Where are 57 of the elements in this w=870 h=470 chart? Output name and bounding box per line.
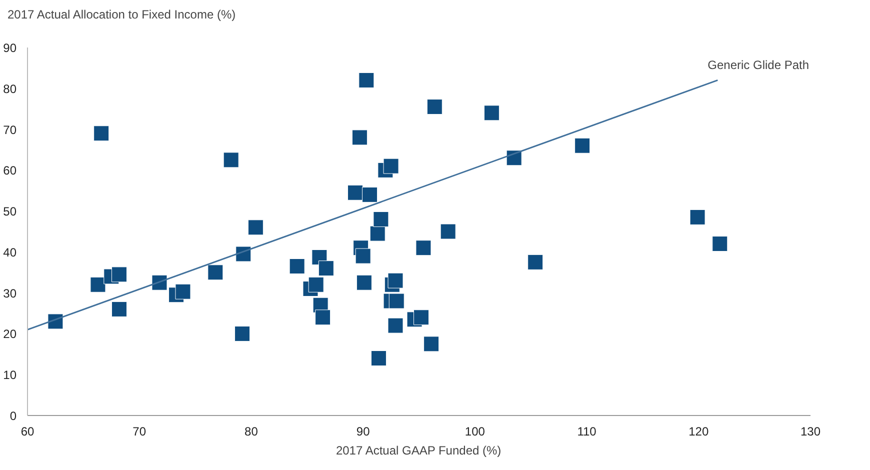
- point: [388, 293, 404, 309]
- point: [90, 276, 106, 292]
- point: [223, 152, 239, 168]
- y-tick-label: 20: [3, 327, 17, 342]
- point: [370, 226, 386, 242]
- y-tick-label: 10: [3, 368, 17, 382]
- point: [208, 264, 224, 280]
- point: [356, 274, 372, 290]
- point: [574, 138, 590, 154]
- y-tick-label: 80: [3, 82, 17, 96]
- annotation: Generic Glide Path: [708, 58, 810, 72]
- point: [416, 240, 432, 256]
- y-tick-label: 60: [3, 164, 17, 178]
- point: [308, 276, 324, 292]
- point: [111, 301, 127, 317]
- x-tick-label: 70: [132, 424, 146, 438]
- x-axis-title: 2017 Actual GAAP Funded (%): [336, 444, 502, 458]
- point: [175, 284, 191, 300]
- point: [111, 266, 127, 282]
- x-tick-label: 110: [577, 424, 597, 438]
- point: [234, 326, 250, 342]
- point: [358, 72, 374, 88]
- y-tick-label: 70: [3, 122, 17, 137]
- point: [318, 260, 334, 276]
- point: [352, 130, 368, 146]
- point: [712, 236, 728, 252]
- x-tick-label: 80: [244, 424, 258, 438]
- point: [373, 211, 389, 227]
- y-tick-label: 50: [3, 204, 17, 219]
- point: [690, 209, 706, 225]
- point: [370, 350, 386, 366]
- point: [383, 158, 399, 174]
- y-tick-label: 30: [3, 286, 17, 300]
- point: [413, 310, 429, 326]
- point: [289, 258, 305, 274]
- x-tick-label: 90: [356, 424, 370, 438]
- point: [388, 318, 404, 334]
- point: [426, 99, 442, 115]
- y-axis-title: 2017 Actual Allocation to Fixed Income (%): [8, 8, 236, 22]
- x-tick-label: 60: [20, 424, 34, 438]
- point: [440, 224, 456, 240]
- point: [424, 336, 440, 352]
- point: [484, 105, 500, 121]
- x-tick-label: 100: [464, 424, 486, 438]
- point: [355, 248, 371, 264]
- point: [315, 310, 331, 326]
- point: [362, 186, 378, 202]
- point: [528, 254, 544, 270]
- point: [388, 272, 404, 288]
- x-tick-label: 130: [800, 424, 821, 438]
- point: [94, 126, 110, 142]
- point: [347, 184, 363, 200]
- point: [248, 220, 264, 236]
- y-tick-label: 90: [3, 41, 17, 55]
- y-tick-label: 0: [10, 409, 17, 423]
- x-tick-label: 120: [688, 424, 709, 438]
- y-tick-label: 40: [3, 245, 17, 260]
